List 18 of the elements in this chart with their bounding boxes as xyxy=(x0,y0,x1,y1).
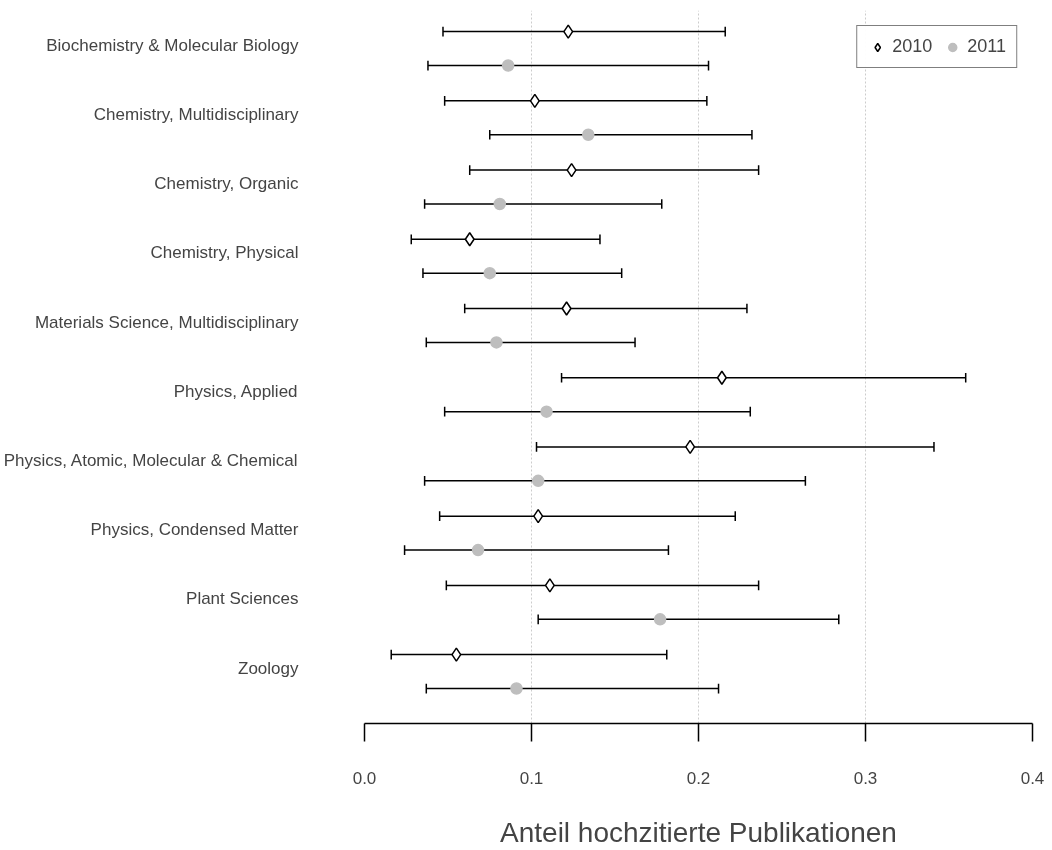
legend-label: 2010 xyxy=(892,36,933,57)
y-tick-label: Biochemistry & Molecular Biology xyxy=(46,35,299,55)
y-tick-label: Physics, Applied xyxy=(173,381,298,401)
x-axis-title: Anteil hochzitierte Publikationen xyxy=(500,816,897,848)
y-tick-label: Chemistry, Multidisciplinary xyxy=(93,104,299,124)
x-tick-label: 0.3 xyxy=(853,768,878,788)
y-tick-label: Physics, Condensed Matter xyxy=(90,520,299,540)
x-tick-label: 0.0 xyxy=(352,768,377,788)
y-tick-label: Chemistry, Physical xyxy=(150,243,299,263)
y-tick-label: Physics, Atomic, Molecular & Chemical xyxy=(3,450,298,470)
y-tick-label: Materials Science, Multidisciplinary xyxy=(34,312,299,332)
y-tick-label: Zoology xyxy=(238,658,299,678)
x-tick-label: 0.4 xyxy=(1020,768,1045,788)
x-tick-label: 0.2 xyxy=(686,768,711,788)
y-tick-label: Chemistry, Organic xyxy=(154,174,299,194)
y-tick-label: Plant Sciences xyxy=(186,589,299,609)
legend-label: 2011 xyxy=(967,36,1006,57)
x-tick-label: 0.1 xyxy=(519,768,544,788)
